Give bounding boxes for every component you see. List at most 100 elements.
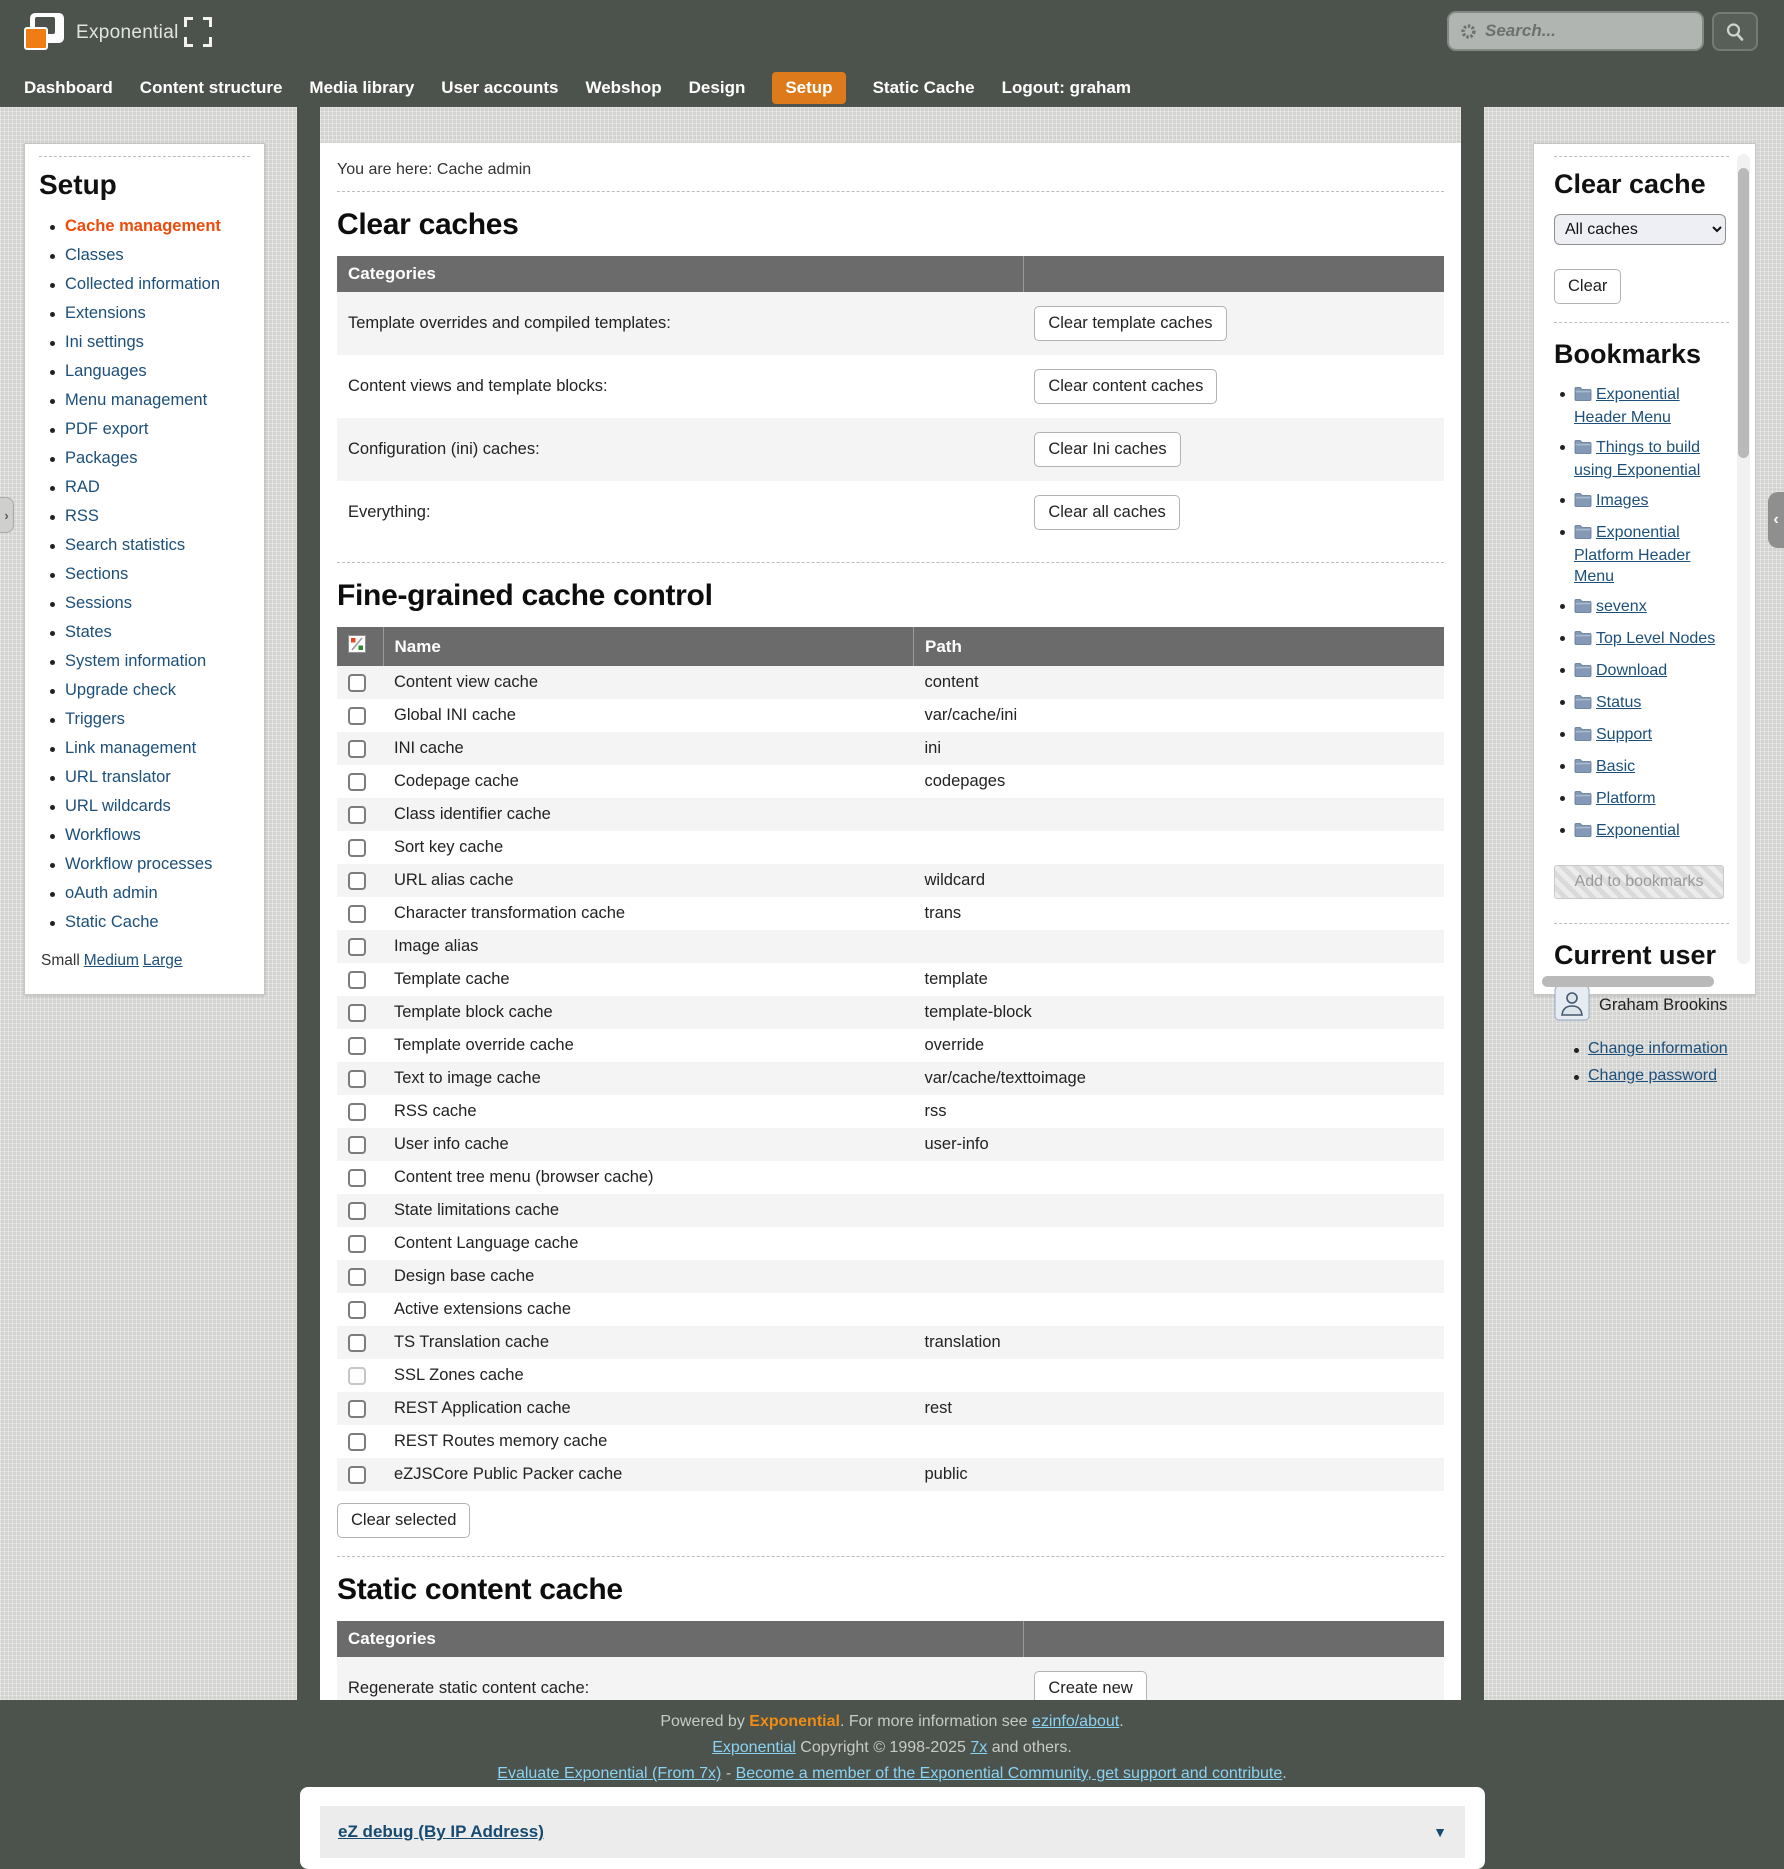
row-checkbox[interactable]	[348, 1102, 366, 1121]
user-link[interactable]: Change information	[1588, 1040, 1728, 1057]
bookmark-link[interactable]: Support	[1596, 726, 1653, 743]
clear-button[interactable]: Clear	[1554, 269, 1622, 304]
evaluate-link[interactable]: Evaluate Exponential (From 7x)	[497, 1765, 722, 1782]
bookmark-link[interactable]: sevenx	[1596, 598, 1647, 615]
row-checkbox[interactable]	[348, 1234, 366, 1253]
sidebar-link[interactable]: Languages	[65, 362, 147, 380]
sidebar-link[interactable]: URL wildcards	[65, 797, 171, 815]
search-input[interactable]	[1485, 21, 1702, 41]
sidebar-link[interactable]: Menu management	[65, 391, 208, 409]
row-checkbox[interactable]	[348, 838, 366, 857]
invert-selection-icon[interactable]	[348, 635, 366, 658]
horizontal-scrollbar[interactable]	[1542, 976, 1714, 987]
row-checkbox[interactable]	[348, 1003, 366, 1022]
sidebar-link[interactable]: Cache management	[65, 217, 221, 235]
bookmark-link[interactable]: Images	[1596, 492, 1649, 509]
ez-debug-link[interactable]: eZ debug (By IP Address)	[338, 1822, 544, 1841]
sidebar-link[interactable]: oAuth admin	[65, 884, 158, 902]
collapse-right-panel-tab[interactable]: ‹	[1768, 492, 1784, 548]
clear-cache-action-button[interactable]: Clear content caches	[1034, 369, 1218, 404]
create-new-button[interactable]: Create new	[1034, 1671, 1147, 1700]
sidebar-link[interactable]: Link management	[65, 739, 197, 757]
bookmark-link[interactable]: Things to build using Exponential	[1574, 439, 1701, 479]
bookmark-link[interactable]: Exponential Platform Header Menu	[1574, 524, 1691, 585]
sidebar-link[interactable]: RAD	[65, 478, 100, 496]
sidebar-link[interactable]: Workflow processes	[65, 855, 213, 873]
debug-collapse-caret[interactable]: ▼	[1433, 1824, 1447, 1840]
row-checkbox[interactable]	[348, 937, 366, 956]
row-checkbox[interactable]	[348, 772, 366, 791]
row-checkbox[interactable]	[348, 805, 366, 824]
cache-name: REST Application cache	[394, 1399, 571, 1417]
nav-item[interactable]: Media library	[309, 78, 415, 97]
sidebar-link[interactable]: RSS	[65, 507, 99, 525]
nav-item[interactable]: Dashboard	[24, 78, 113, 97]
sidebar-link[interactable]: Packages	[65, 449, 138, 467]
row-checkbox[interactable]	[348, 1135, 366, 1154]
sidebar-link[interactable]: Triggers	[65, 710, 125, 728]
sidebar-link[interactable]: States	[65, 623, 112, 641]
sidebar-link[interactable]: Workflows	[65, 826, 141, 844]
row-checkbox[interactable]	[348, 1399, 366, 1418]
bookmark-link[interactable]: Download	[1596, 662, 1668, 679]
sidebar-link[interactable]: URL translator	[65, 768, 171, 786]
clear-selected-button[interactable]: Clear selected	[337, 1503, 471, 1538]
sidebar-link[interactable]: Static Cache	[65, 913, 159, 931]
row-checkbox[interactable]	[348, 706, 366, 725]
sidebar-link[interactable]: Upgrade check	[65, 681, 176, 699]
row-checkbox[interactable]	[348, 1432, 366, 1451]
row-checkbox[interactable]	[348, 1465, 366, 1484]
row-checkbox[interactable]	[348, 970, 366, 989]
sidebar-link[interactable]: Collected information	[65, 275, 220, 293]
sidebar-link[interactable]: Search statistics	[65, 536, 186, 554]
bookmark-link[interactable]: Status	[1596, 694, 1642, 711]
expand-left-panel-tab[interactable]: ›	[0, 497, 14, 533]
fullscreen-icon[interactable]	[184, 17, 212, 47]
nav-item[interactable]: Static Cache	[872, 78, 975, 97]
sidebar-link[interactable]: System information	[65, 652, 207, 670]
row-checkbox[interactable]	[348, 1201, 366, 1220]
size-link[interactable]: Large	[142, 952, 183, 969]
clear-cache-action-button[interactable]: Clear Ini caches	[1034, 432, 1181, 467]
vertical-scrollbar[interactable]	[1737, 154, 1750, 964]
row-checkbox[interactable]	[348, 739, 366, 758]
nav-item[interactable]: Content structure	[139, 78, 283, 97]
row-checkbox[interactable]	[348, 1333, 366, 1352]
bookmark-link[interactable]: Top Level Nodes	[1596, 630, 1716, 647]
row-checkbox[interactable]	[348, 904, 366, 923]
clear-cache-select[interactable]: All caches	[1554, 214, 1726, 245]
nav-item[interactable]: Setup	[772, 72, 846, 104]
row-checkbox[interactable]	[348, 1069, 366, 1088]
row-checkbox[interactable]	[348, 1267, 366, 1286]
sevenx-link[interactable]: 7x	[970, 1739, 988, 1756]
bookmark-link[interactable]: Platform	[1596, 790, 1656, 807]
sidebar-link[interactable]: Extensions	[65, 304, 146, 322]
bookmark-link[interactable]: Exponential	[1596, 822, 1680, 839]
user-link[interactable]: Change password	[1588, 1067, 1717, 1084]
row-checkbox[interactable]	[348, 673, 366, 692]
row-checkbox[interactable]	[348, 1300, 366, 1319]
row-checkbox[interactable]	[348, 1366, 366, 1385]
nav-item[interactable]: Webshop	[585, 78, 662, 97]
ezinfo-about-link[interactable]: ezinfo/about	[1032, 1713, 1120, 1730]
nav-item[interactable]: Design	[688, 78, 746, 97]
community-link[interactable]: Become a member of the Exponential Commu…	[735, 1765, 1283, 1782]
search-button[interactable]	[1712, 12, 1758, 51]
row-checkbox[interactable]	[348, 1168, 366, 1187]
sidebar-link[interactable]: Sessions	[65, 594, 132, 612]
nav-item[interactable]: Logout: graham	[1001, 78, 1132, 97]
size-link[interactable]: Medium	[83, 952, 139, 969]
sidebar-link[interactable]: Classes	[65, 246, 124, 264]
sidebar-link[interactable]: Ini settings	[65, 333, 144, 351]
row-checkbox[interactable]	[348, 871, 366, 890]
bookmark-link[interactable]: Basic	[1596, 758, 1636, 775]
row-checkbox[interactable]	[348, 1036, 366, 1055]
clear-cache-action-button[interactable]: Clear all caches	[1034, 495, 1180, 530]
bookmark-link[interactable]: Exponential Header Menu	[1574, 386, 1680, 426]
nav-item[interactable]: User accounts	[441, 78, 559, 97]
exponential-link[interactable]: Exponential	[712, 1739, 796, 1756]
sidebar-link[interactable]: Sections	[65, 565, 129, 583]
sidebar-link[interactable]: PDF export	[65, 420, 149, 438]
add-to-bookmarks-button[interactable]: Add to bookmarks	[1554, 865, 1724, 899]
clear-cache-action-button[interactable]: Clear template caches	[1034, 306, 1227, 341]
